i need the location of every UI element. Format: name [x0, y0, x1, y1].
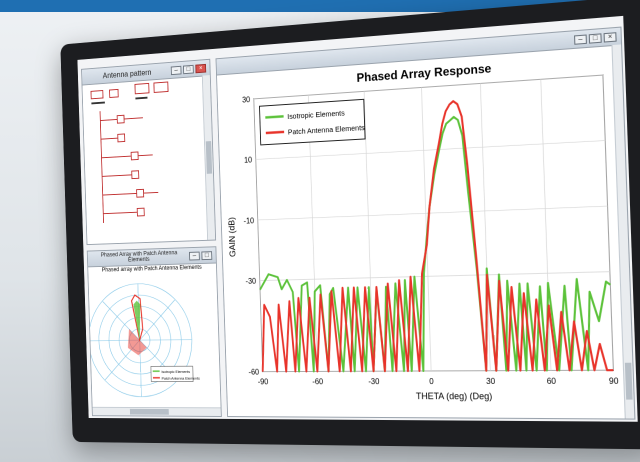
- close-button[interactable]: ×: [195, 63, 207, 73]
- polar-legend-patch: Patch Antenna Elements: [162, 377, 200, 381]
- legend-entry: Isotropic Elements: [287, 109, 345, 121]
- y-tick-label: -10: [244, 216, 255, 226]
- antenna-pattern-window: Antenna pattern – □ ×: [81, 58, 217, 246]
- polar-chart-area: Phased array with Patch Antenna Elements: [88, 263, 221, 416]
- chart-title: Phased Array Response: [356, 63, 491, 85]
- horizontal-scrollbar[interactable]: [92, 406, 221, 417]
- x-tick-label: 30: [486, 376, 495, 386]
- y-tick-label: -60: [248, 367, 259, 376]
- y-axis-label: GAIN (dB): [227, 217, 238, 257]
- polar-plot-window: Phased Array with Patch Antenna Elements…: [86, 246, 222, 417]
- x-tick-label: -30: [368, 377, 379, 386]
- polar-legend-isotropic: Isotropic Elements: [161, 370, 190, 374]
- y-tick-label: -30: [246, 276, 257, 285]
- chart-grid: [254, 75, 614, 372]
- minimize-button[interactable]: –: [188, 251, 200, 261]
- minimize-button[interactable]: –: [170, 65, 182, 75]
- phased-array-window: – □ × Phased Array Response -90 -60 -30 0 30…: [215, 26, 636, 420]
- plot-area: [254, 75, 614, 372]
- schematic-diagram: [82, 76, 208, 243]
- maximize-button[interactable]: □: [588, 32, 602, 44]
- monitor-frame: Antenna pattern – □ ×: [60, 0, 640, 450]
- x-tick-label: 0: [429, 377, 434, 387]
- y-tick-label: 10: [244, 155, 252, 165]
- legend-swatch: [265, 116, 283, 117]
- maximize-button[interactable]: □: [201, 250, 213, 260]
- minimize-button[interactable]: –: [573, 33, 587, 45]
- x-tick-label: 60: [547, 376, 557, 386]
- y-tick-label: 30: [242, 95, 250, 105]
- maximize-button[interactable]: □: [182, 64, 194, 74]
- polar-window-title: Phased Array with Patch Antenna Elements: [100, 250, 178, 264]
- x-tick-label: -60: [312, 377, 323, 386]
- x-tick-label: -90: [258, 377, 269, 386]
- x-tick-label: 90: [609, 376, 619, 386]
- legend-box: [259, 99, 365, 145]
- schematic-canvas: [82, 75, 215, 244]
- x-axis-label: THETA (deg) (Deg): [416, 391, 493, 402]
- polar-chart: Isotropic Elements Patch Antenna Element…: [88, 270, 200, 414]
- phased-array-chart: Phased Array Response -90 -60 -30 0 30 60 90-6…: [227, 63, 619, 402]
- close-button[interactable]: ×: [603, 31, 617, 43]
- chart-canvas: Phased Array Response -90 -60 -30 0 30 60 90 -6…: [217, 44, 634, 418]
- legend-swatch: [266, 132, 284, 133]
- app-screen: Antenna pattern – □ ×: [77, 15, 638, 422]
